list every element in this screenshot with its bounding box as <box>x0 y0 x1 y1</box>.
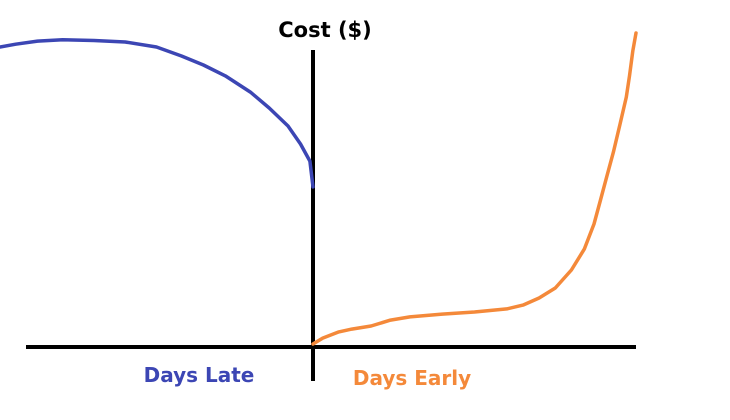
series-line-days-late <box>0 38 315 189</box>
series-line-days-early <box>311 31 638 346</box>
y-axis-title: Cost ($) <box>278 18 372 42</box>
region-label-days-late: Days Late <box>144 363 255 387</box>
region-label-days-early: Days Early <box>353 366 471 390</box>
